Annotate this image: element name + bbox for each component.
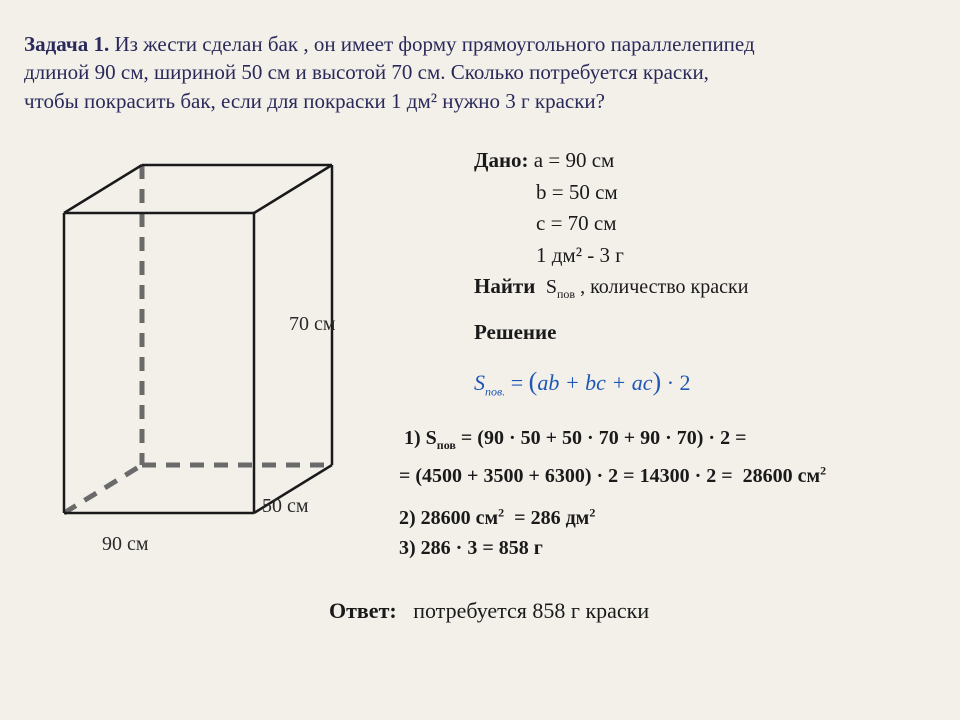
problem-label: Задача 1. — [24, 32, 109, 56]
answer-label: Ответ: — [329, 598, 397, 623]
problem-line-1: Из жести сделан бак , он имеет форму пря… — [114, 32, 754, 56]
body-region: 70 см 50 см 90 см Дано: а = 90 см b = 50… — [24, 123, 936, 683]
dim-label-depth: 50 см — [262, 495, 309, 518]
page-container: Задача 1. Из жести сделан бак , он имеет… — [0, 0, 960, 720]
problem-line-3: чтобы покрасить бак, если для покраски 1… — [24, 89, 605, 113]
given-b: b = 50 см — [474, 177, 748, 209]
given-a: а = 90 см — [534, 148, 615, 172]
step-1: 1) Sпов = (90 · 50 + 50 · 70 + 90 · 70) … — [404, 422, 747, 456]
find-label: Найти — [474, 274, 535, 298]
cuboid-svg — [24, 123, 384, 553]
problem-line-2: длиной 90 см, шириной 50 см и высотой 70… — [24, 60, 709, 84]
given-rate: 1 дм² - 3 г — [474, 240, 748, 272]
find-line: Найти Sпов , количество краски — [474, 271, 748, 303]
given-line-a: Дано: а = 90 см — [474, 145, 748, 177]
given-header: Дано: — [474, 148, 529, 172]
step-1b: = (4500 + 3500 + 6300) · 2 = 14300 · 2 =… — [399, 463, 826, 488]
step-3: 3) 286 · 3 = 858 г — [399, 533, 595, 563]
answer-text: потребуется 858 г краски — [413, 598, 649, 623]
answer-line: Ответ: потребуется 858 г краски — [329, 598, 649, 624]
cuboid-diagram: 70 см 50 см 90 см — [24, 123, 384, 663]
steps-2-3: 2) 28600 см2 = 286 дм2 3) 286 · 3 = 858 … — [399, 503, 595, 563]
problem-statement: Задача 1. Из жести сделан бак , он имеет… — [24, 30, 936, 115]
dim-label-width: 90 см — [102, 533, 149, 556]
given-c: с = 70 см — [474, 208, 748, 240]
solution-label: Решение — [474, 320, 556, 344]
step-2: 2) 28600 см2 = 286 дм2 — [399, 503, 595, 533]
given-block: Дано: а = 90 см b = 50 см с = 70 см 1 дм… — [474, 145, 748, 349]
dim-label-height: 70 см — [289, 313, 336, 336]
surface-area-formula: Sпов. = (ab + bc + ac) · 2 — [474, 367, 691, 399]
